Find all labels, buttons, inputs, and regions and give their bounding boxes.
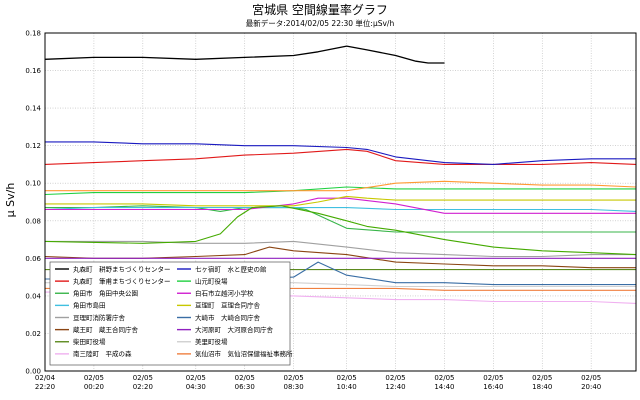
- x-tick-time: 16:40: [483, 383, 503, 391]
- series-line: [44, 186, 636, 196]
- x-tick-time: 14:40: [434, 383, 454, 391]
- x-tick-time: 00:20: [84, 383, 104, 391]
- series-line: [44, 180, 637, 192]
- y-axis-label: μ Sv/h: [4, 183, 17, 218]
- x-tick-date: 02/05: [385, 374, 405, 382]
- chart-title: 宮城県 空間線量率グラフ: [252, 2, 388, 17]
- x-tick-date: 02/05: [532, 374, 552, 382]
- y-tick-label: 0.18: [25, 30, 41, 38]
- x-tick-date: 02/05: [84, 374, 104, 382]
- x-tick-time: 22:20: [35, 383, 55, 391]
- x-tick-date: 02/05: [133, 374, 153, 382]
- x-tick-time: 08:30: [284, 383, 304, 391]
- series-line: [44, 205, 637, 256]
- series-line: [44, 207, 637, 212]
- x-tick-date: 02/05: [434, 374, 454, 382]
- x-tick-date: 02/05: [581, 374, 601, 382]
- legend-label: 蔵王町 蔵王合同庁舎: [73, 325, 139, 334]
- y-tick-label: 0.04: [25, 292, 41, 300]
- legend-label: 美里町役場: [195, 337, 228, 346]
- plot-frame: [44, 32, 637, 372]
- y-tick-label: 0.08: [25, 217, 41, 225]
- x-tick-time: 20:40: [581, 383, 601, 391]
- x-tick-time: 06:30: [235, 383, 255, 391]
- x-tick-time: 04:30: [186, 383, 206, 391]
- series-line: [44, 195, 636, 207]
- x-tick-date: 02/05: [235, 374, 255, 382]
- series-line: [44, 45, 445, 64]
- legend-label: 山元町役場: [195, 276, 228, 285]
- x-tick-labels: 02/0422:2002/0500:2002/0502:2002/0504:30…: [35, 374, 601, 391]
- series-line: [44, 141, 636, 165]
- x-tick-time: 10:40: [337, 383, 357, 391]
- x-tick-time: 02:20: [133, 383, 153, 391]
- legend-label: 七ヶ宿町 水と歴史の館: [195, 264, 267, 273]
- legend-label: 丸森町 筆甫まちづくりセンター: [73, 276, 171, 285]
- y-tick-label: 0.16: [25, 67, 41, 75]
- legend-label: 亘理町 亘理合同庁舎: [195, 301, 261, 310]
- legend-label: 南三陸町 平成の森: [73, 349, 132, 358]
- x-tick-date: 02/04: [35, 374, 56, 382]
- series-line: [44, 148, 637, 165]
- chart-subtitle: 最新データ:2014/02/05 22:30 単位:μSv/h: [246, 18, 395, 28]
- y-tick-label: 0.10: [25, 180, 41, 188]
- legend-label: 柴田町役場: [73, 337, 106, 346]
- legend-label: 角田市 角田中央公園: [73, 289, 138, 298]
- legend-box: [49, 261, 291, 366]
- legend-label: 丸森町 耕野まちづくりセンター: [73, 264, 171, 273]
- legend-label: 角田市島田: [73, 301, 106, 310]
- y-tick-label: 0.06: [25, 255, 41, 263]
- legend-label: 大河原町 大河原合同庁舎: [195, 325, 274, 334]
- legend-label: 大崎市 大崎合同庁舎: [195, 313, 261, 322]
- y-tick-labels: 0.00 0.02 0.04 0.06 0.08 0.10 0.12 0.14 0.16 0.18: [25, 30, 41, 376]
- y-tick-label: 0.02: [25, 330, 41, 338]
- series-line: [44, 197, 636, 214]
- legend-label: 亘理町消防署庁舎: [73, 313, 126, 322]
- x-tick-date: 02/05: [284, 374, 304, 382]
- legend-label: 気仙沼市 気仙沼保健福祉事務所: [195, 349, 293, 358]
- y-tick-label: 0.00: [25, 368, 41, 376]
- y-tick-label: 0.12: [25, 142, 41, 150]
- x-tick-time: 18:40: [532, 383, 552, 391]
- legend-label: 白石市立越河小学校: [195, 289, 254, 298]
- series-line: [44, 240, 636, 258]
- series-line: [44, 205, 636, 233]
- y-tick-label: 0.14: [25, 105, 41, 113]
- x-tick-date: 02/05: [186, 374, 206, 382]
- x-tick-date: 02/05: [337, 374, 357, 382]
- x-tick-time: 12:40: [385, 383, 405, 391]
- x-tick-date: 02/05: [483, 374, 503, 382]
